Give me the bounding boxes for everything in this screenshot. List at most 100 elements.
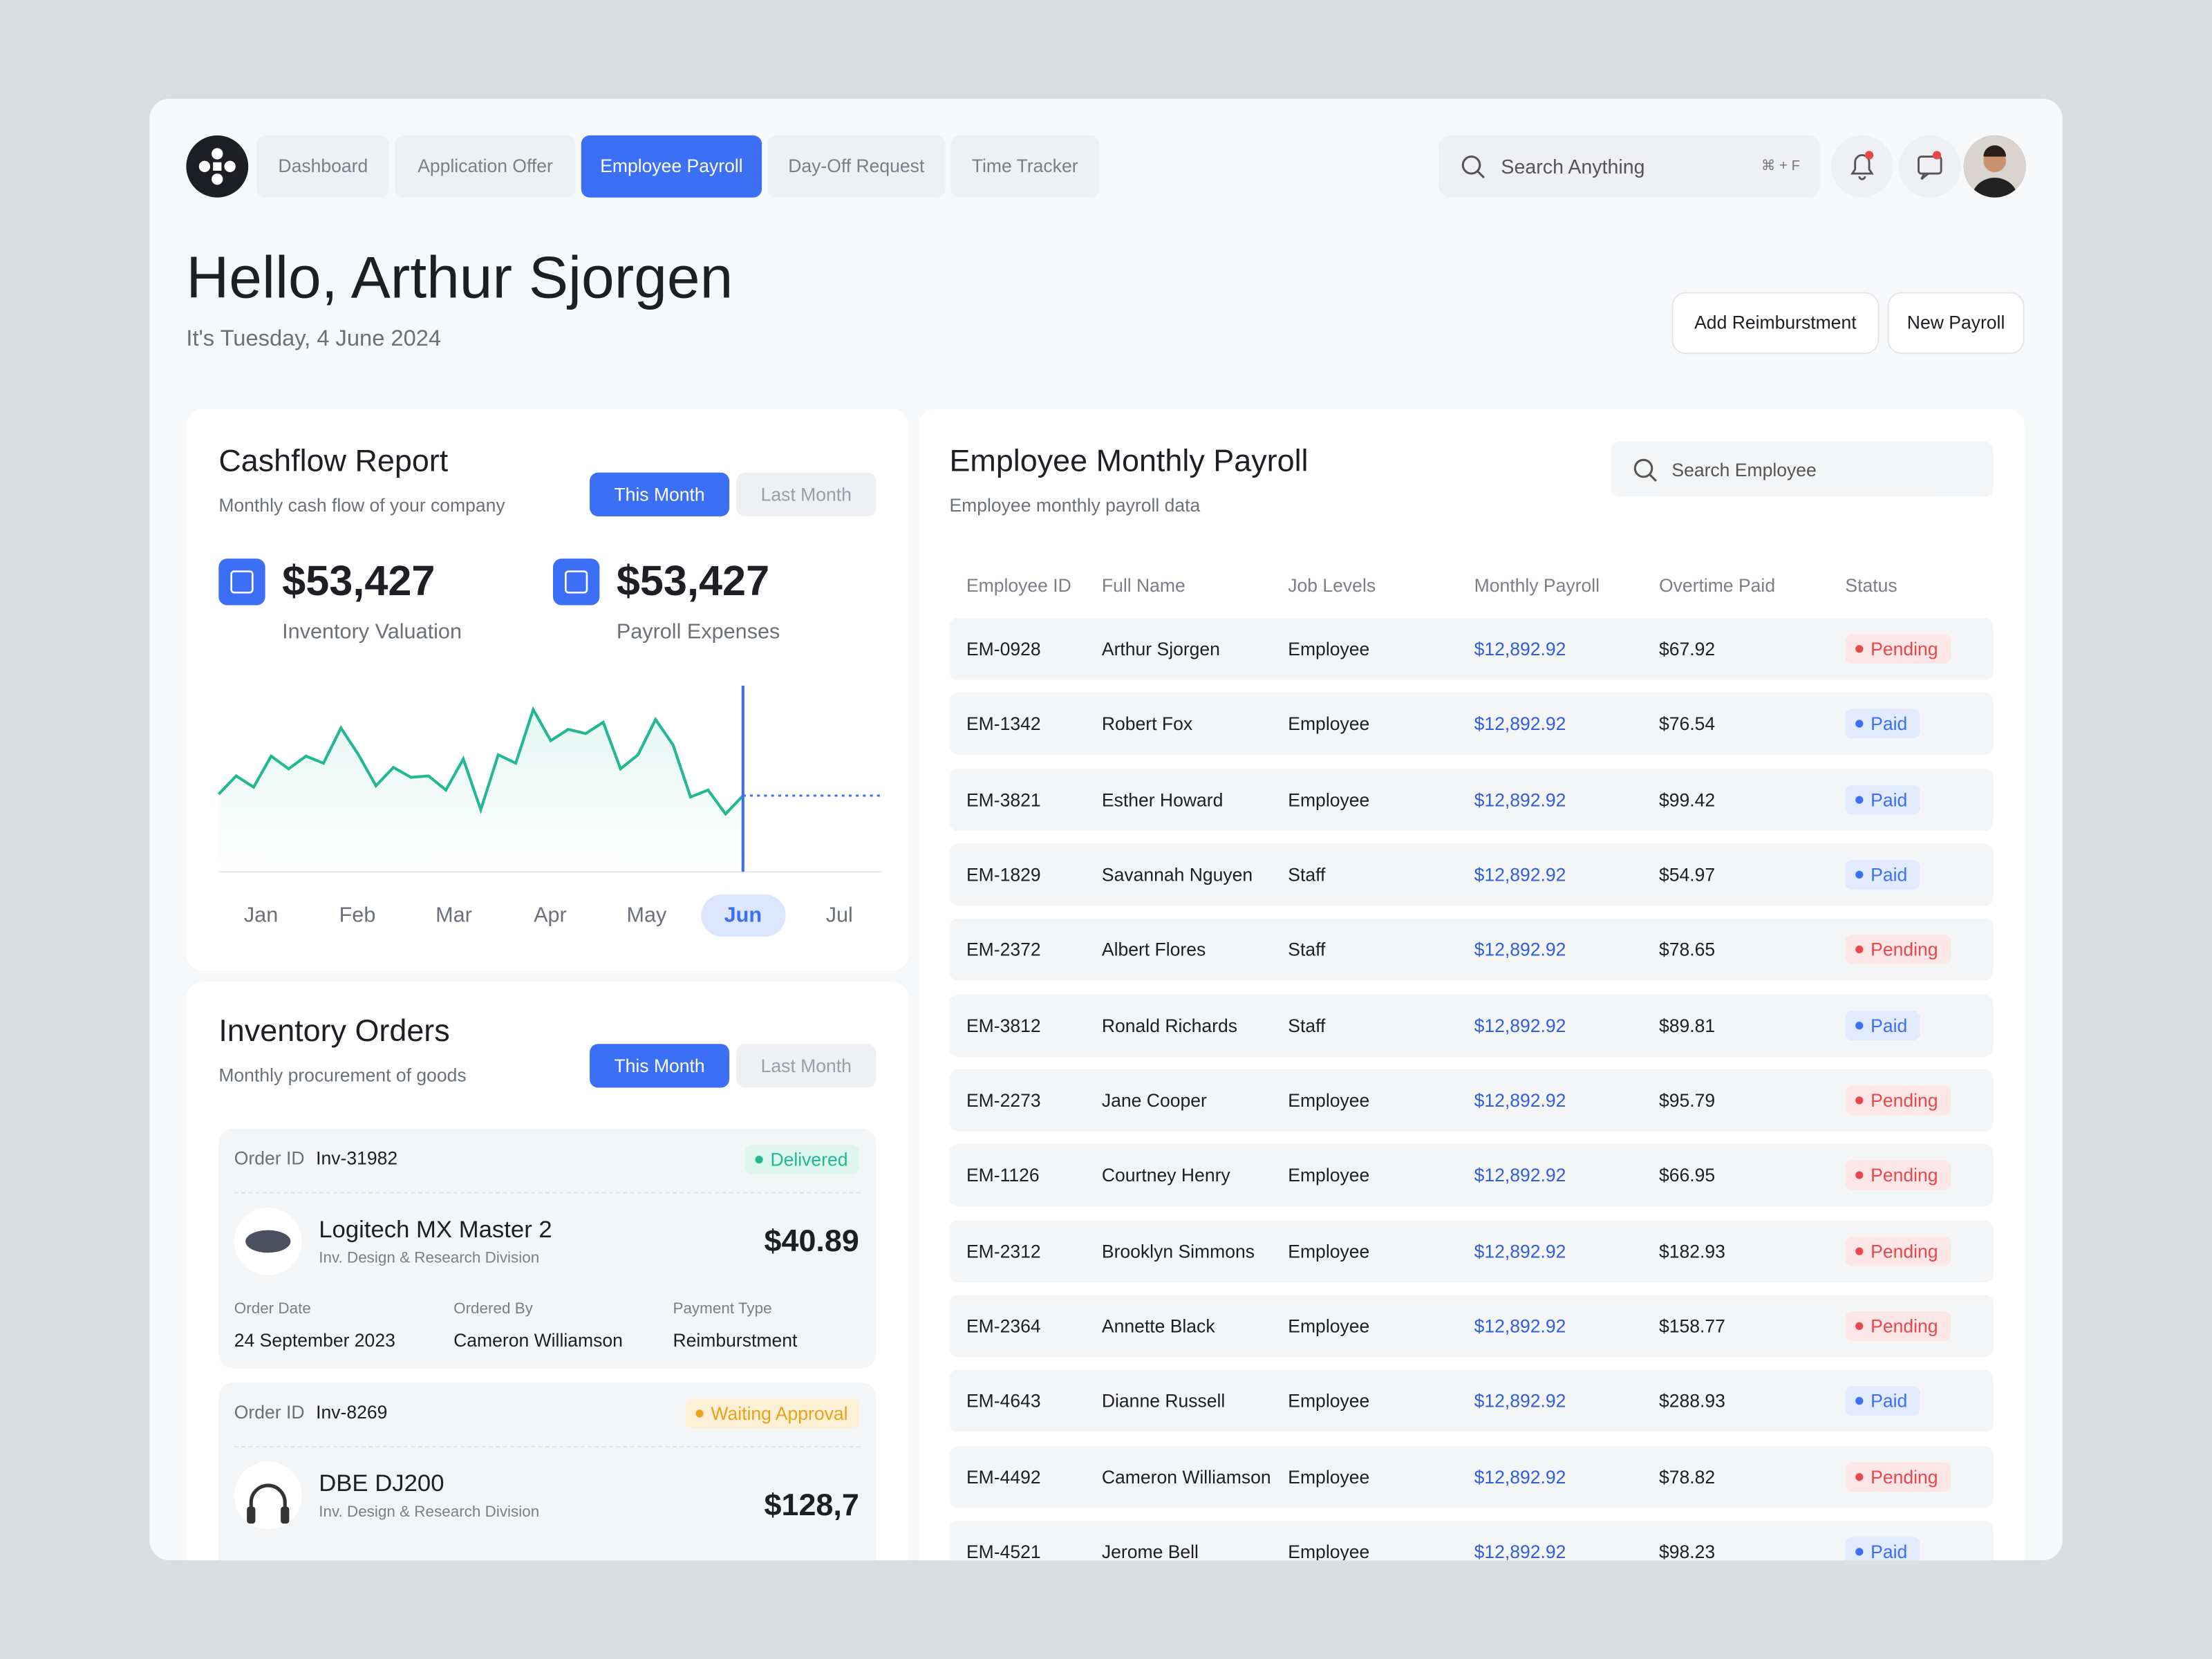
nav-tab[interactable]: Dashboard [256,135,390,198]
table-cell: Robert Fox [1101,713,1193,735]
month-label: May [626,903,667,928]
search-shortcut: ⌘ + F [1761,158,1801,175]
table-row [949,1520,1994,1561]
panel-title: Cashflow Report [218,442,449,478]
toggle-button[interactable]: Last Month [736,1044,877,1088]
search-icon [1477,170,1485,179]
order-id-label: Order ID [234,1401,305,1423]
column-header: Monthly Payroll [1474,574,1600,597]
table-row [949,1219,1994,1282]
stat-value: $53,427 [282,559,435,606]
column-header: Status [1845,574,1897,597]
search-box[interactable] [1438,135,1820,198]
table-cell: Employee [1288,1541,1370,1561]
order-status: Delivered [744,1145,859,1174]
nav-tab[interactable]: Day-Off Request [767,135,946,198]
nav-tab[interactable]: Time Tracker [950,135,1099,198]
stat-label: Inventory Valuation [282,619,462,644]
avatar[interactable] [1963,135,2026,198]
status-badge: Pending [1845,1085,1951,1116]
month-highlight [700,894,786,937]
table-row [949,768,1994,831]
stat-icon-glyph [230,570,254,594]
search-icon [1461,155,1481,175]
product-division: Inv. Design & Research Division [319,1250,540,1267]
employee-search[interactable] [1611,441,1994,497]
column-header: Employee ID [966,574,1071,597]
field-label: Payment Type [673,1300,772,1318]
search-placeholder: Search Employee [1671,459,1817,480]
toggle-button[interactable]: Last Month [736,472,877,516]
table-cell: $67.92 [1658,638,1716,660]
product-price: $40.89 [764,1223,859,1259]
table-cell: $98.23 [1658,1541,1716,1561]
table-row [949,1370,1994,1433]
table-cell: Arthur Sjorgen [1101,638,1220,660]
table-row [949,1445,1994,1508]
action-button[interactable]: Add Reimburstment [1671,292,1880,355]
table-cell: Employee [1288,1089,1370,1112]
chart-line [217,706,744,816]
table-cell: Jane Cooper [1101,1089,1207,1112]
notification-button[interactable] [1830,135,1893,198]
table-cell: EM-4521 [966,1541,1041,1561]
table-cell: $12,892.92 [1474,789,1566,810]
table-cell: EM-1126 [966,1165,1040,1186]
panel-subtitle: Employee monthly payroll data [949,494,1201,516]
column-header: Job Levels [1288,574,1376,597]
status-badge: Pending [1845,1236,1951,1266]
greeting-title: Hello, Arthur Sjorgen [186,244,733,310]
search-placeholder: Search Anything [1501,155,1645,178]
table-cell: Staff [1288,939,1326,961]
nav-tab[interactable]: Employee Payroll [581,135,762,198]
mouse-icon [245,1230,291,1253]
toggle-button[interactable]: This Month [590,472,730,516]
month-label: Mar [435,903,472,928]
headphone-icon [247,1506,256,1524]
table-cell: $12,892.92 [1474,1465,1566,1488]
table-cell: $288.93 [1658,1390,1725,1412]
status-badge: Pending [1845,1161,1951,1191]
table-cell: EM-2312 [966,1240,1041,1262]
column-header: Full Name [1101,574,1185,597]
table-cell: $95.79 [1658,1089,1716,1112]
table-row [949,919,1994,982]
table-cell: Employee [1288,638,1370,660]
table-cell: $76.54 [1658,713,1716,735]
table-cell: $158.77 [1658,1315,1725,1337]
table-cell: Jerome Bell [1101,1541,1199,1561]
table-cell: $12,892.92 [1474,1315,1566,1337]
table-cell: $182.93 [1658,1240,1725,1262]
table-cell: EM-2273 [966,1089,1041,1112]
product-name: DBE DJ200 [319,1470,444,1497]
table-cell: Annette Black [1101,1315,1215,1337]
field-value: Reimburstment [673,1329,798,1351]
table-cell: Esther Howard [1101,789,1224,810]
table-cell: $12,892.92 [1474,939,1566,961]
table-cell: Savannah Nguyen [1101,863,1253,885]
stat-icon [552,559,600,606]
table-row [949,1069,1994,1132]
column-header: Overtime Paid [1658,574,1776,597]
table-row [949,617,1994,680]
table-cell: $12,892.92 [1474,1541,1566,1561]
product-image [234,1461,302,1530]
logo[interactable] [186,135,249,198]
chart-area [218,709,743,872]
month-label: Jan [243,903,279,928]
divider [234,1192,861,1194]
message-button[interactable] [1898,135,1961,198]
toggle-button[interactable]: This Month [590,1044,730,1088]
table-row [949,994,1994,1056]
panel [918,409,2025,1561]
divider [234,1445,861,1447]
app-window: Dashboard Application Offer Employee Payro… [149,98,2063,1561]
table-cell: Brooklyn Simmons [1101,1240,1255,1262]
table-row [949,693,1994,756]
order-id-label: Order ID [234,1147,305,1169]
table-cell: $54.97 [1658,863,1716,885]
action-button[interactable]: New Payroll [1887,292,2025,355]
nav-tab[interactable]: Application Offer [395,135,576,198]
table-cell: Employee [1288,713,1370,735]
